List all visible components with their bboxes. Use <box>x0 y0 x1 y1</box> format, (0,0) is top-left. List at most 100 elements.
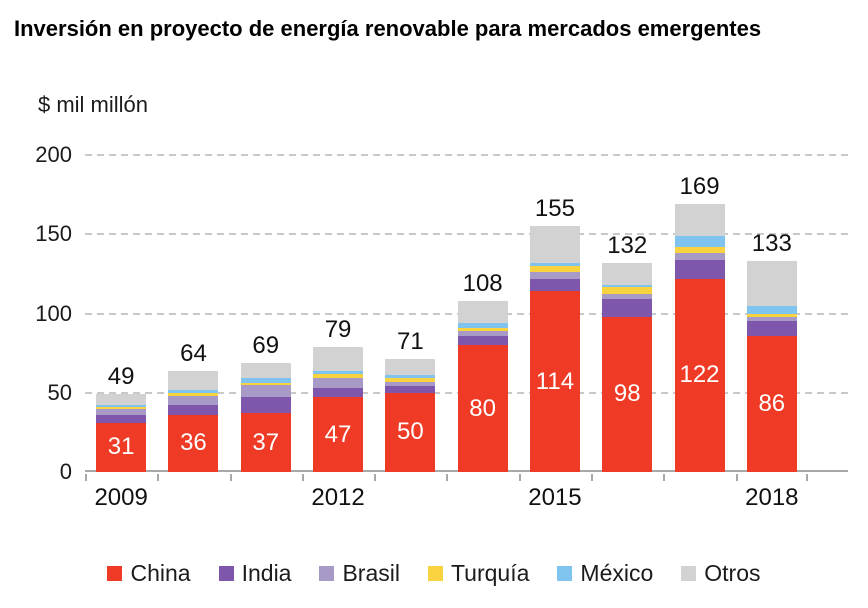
segment-otros-2015 <box>529 226 580 263</box>
segment-mexico-2012 <box>313 370 364 374</box>
bar-2017: 122 <box>674 204 725 472</box>
china-value-label-2009: 31 <box>107 433 135 461</box>
y-tick-label-50: 50 <box>47 379 72 405</box>
bar-cell-2014: 108 80 <box>446 155 518 481</box>
bar-cell-2009: 49 31 <box>85 155 157 481</box>
bar-cell-2012: 79 47 <box>301 155 374 481</box>
bar-cell-2013: 71 50 <box>374 155 446 481</box>
bar-2013: 50 <box>385 359 436 472</box>
segment-india-2012 <box>313 387 364 398</box>
x-axis-labels: 2009 2012 2015 2018 <box>85 484 808 512</box>
bars-row: 49 31 64 36 69 37 79 47 71 50 108 80 155 114 132 98 169 1… <box>85 155 848 481</box>
segment-india-2009 <box>96 414 147 423</box>
segment-india-2011 <box>240 397 291 414</box>
segment-china-2017: 122 <box>674 278 725 472</box>
segment-turquia-2016 <box>602 286 653 295</box>
segment-turquia-2010 <box>168 392 219 396</box>
china-value-label-2010: 36 <box>180 429 207 457</box>
segment-brasil-2015 <box>529 272 580 279</box>
segment-mexico-2015 <box>529 262 580 266</box>
segment-china-2012: 47 <box>313 397 364 472</box>
y-axis-title: $ mil millón <box>38 92 149 117</box>
segment-otros-2017 <box>674 204 725 236</box>
y-tick-label-150: 150 <box>35 221 72 247</box>
segment-india-2016 <box>602 299 653 317</box>
segment-turquia-2011 <box>240 383 291 385</box>
bar-2018: 86 <box>746 261 797 472</box>
china-value-label-2016: 98 <box>613 380 641 408</box>
legend-label-mexico: México <box>580 560 654 586</box>
legend: China India Brasil Turquía México Otros <box>0 560 868 587</box>
china-value-label-2018: 86 <box>758 389 786 417</box>
legend-item-otros: Otros <box>681 560 761 587</box>
x-tick-label-2014 <box>446 484 518 512</box>
segment-india-2018 <box>746 321 797 336</box>
segment-mexico-2011 <box>240 378 291 384</box>
x-tick-label-2018: 2018 <box>745 484 799 511</box>
total-label-2014: 108 <box>462 269 503 297</box>
x-tick-label-2013 <box>374 484 446 512</box>
segment-brasil-2011 <box>240 384 291 398</box>
legend-item-brasil: Brasil <box>319 560 400 587</box>
segment-mexico-2009 <box>96 405 147 408</box>
legend-swatch-icon <box>319 566 335 581</box>
total-label-2011: 69 <box>252 331 280 359</box>
y-tick-label-200: 200 <box>35 142 72 167</box>
total-label-2013: 71 <box>396 328 424 356</box>
segment-china-2010: 36 <box>168 414 219 472</box>
segment-turquia-2009 <box>96 407 147 409</box>
china-value-label-2017: 122 <box>679 361 720 389</box>
segment-china-2013: 50 <box>385 392 436 472</box>
bar-2014: 80 <box>457 300 508 472</box>
legend-item-india: India <box>218 560 292 587</box>
segment-mexico-2013 <box>385 375 436 379</box>
gridline-200 <box>85 154 848 156</box>
x-tick-label-2011 <box>230 484 302 512</box>
segment-otros-2016 <box>602 262 653 285</box>
china-value-label-2015: 114 <box>535 367 575 395</box>
y-tick-label-100: 100 <box>35 300 72 326</box>
segment-mexico-2018 <box>746 305 797 314</box>
legend-label-china: China <box>130 560 191 586</box>
bar-2012: 47 <box>313 346 364 472</box>
segment-mexico-2014 <box>457 323 508 328</box>
total-label-2009: 49 <box>107 363 135 391</box>
segment-india-2015 <box>529 278 580 292</box>
y-axis-labels: 0 50 100 150 200 <box>14 142 72 484</box>
segment-otros-2011 <box>240 362 291 379</box>
total-label-2010: 64 <box>180 339 207 367</box>
segment-india-2013 <box>385 386 436 393</box>
segment-turquia-2018 <box>746 313 797 317</box>
x-tick-label-2015: 2015 <box>528 484 582 511</box>
total-label-2015: 155 <box>534 195 575 223</box>
legend-item-china: China <box>107 560 191 587</box>
legend-label-india: India <box>241 560 292 586</box>
segment-india-2017 <box>674 259 725 279</box>
plot-area: 49 31 64 36 69 37 79 47 71 50 108 80 155 114 132 98 169 1… <box>85 154 848 481</box>
legend-swatch-icon <box>218 566 234 581</box>
segment-mexico-2017 <box>674 235 725 247</box>
legend-item-turquia: Turquía <box>427 560 529 587</box>
total-label-2017: 169 <box>679 173 720 201</box>
bar-cell-2016: 132 98 <box>591 155 663 481</box>
segment-brasil-2009 <box>96 408 147 415</box>
x-tick-label-2016 <box>591 484 663 512</box>
x-tick-label-2012: 2012 <box>311 484 365 511</box>
legend-item-mexico: México <box>557 560 653 587</box>
bar-2016: 98 <box>602 262 653 472</box>
segment-brasil-2018 <box>746 316 797 322</box>
segment-turquia-2012 <box>313 373 364 379</box>
segment-brasil-2013 <box>385 381 436 387</box>
bar-cell-2017: 169 122 <box>663 155 735 481</box>
bar-2011: 37 <box>240 362 291 472</box>
bar-2009: 31 <box>96 394 147 472</box>
segment-china-2015: 114 <box>529 291 580 472</box>
x-tick-label-2017 <box>663 484 735 512</box>
legend-swatch-icon <box>107 566 123 581</box>
legend-swatch-icon <box>427 566 443 581</box>
total-label-2012: 79 <box>324 315 352 343</box>
bar-2010: 36 <box>168 370 219 472</box>
segment-otros-2012 <box>313 346 364 371</box>
segment-otros-2010 <box>168 370 219 390</box>
bar-2015: 114 <box>529 226 580 472</box>
